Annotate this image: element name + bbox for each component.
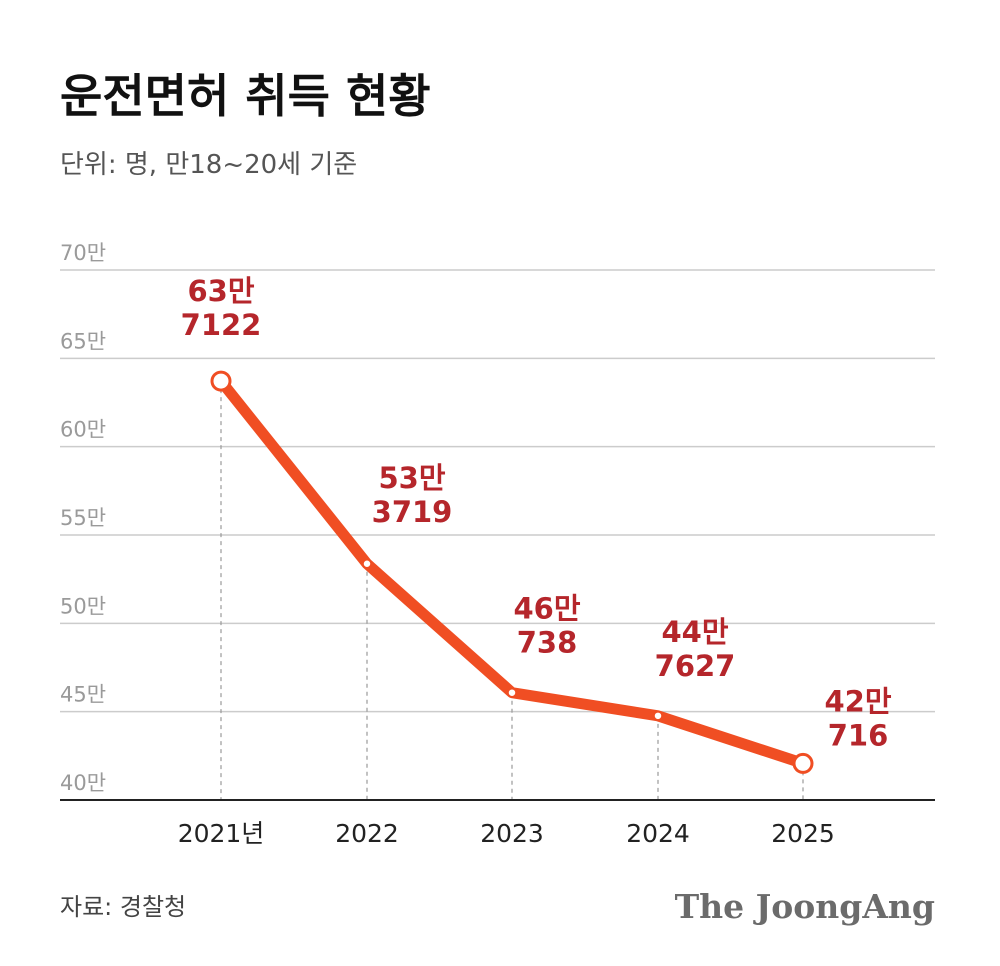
x-tick-label: 2025 [771, 819, 835, 848]
data-label: 63만 [187, 274, 254, 308]
data-label: 7627 [655, 649, 736, 683]
brand-logo: The JoongAng [675, 887, 935, 926]
x-tick-label: 2022 [335, 819, 399, 848]
x-axis: 2021년 2022 2023 2024 2025 [60, 799, 935, 848]
y-tick-label: 55만 [60, 506, 106, 530]
data-label: 44만 [661, 615, 728, 649]
data-label: 7122 [181, 308, 262, 342]
series [210, 370, 814, 774]
series-line [215, 375, 809, 769]
y-tick-label: 40만 [60, 771, 106, 795]
chart-title: 운전면허 취득 현황 [60, 69, 431, 123]
data-label: 3719 [372, 495, 453, 529]
data-label: 53만 [378, 461, 445, 495]
data-label: 46만 [513, 592, 580, 626]
chart-subtitle: 단위: 명, 만18~20세 기준 [60, 150, 357, 180]
y-tick-label: 60만 [60, 418, 106, 442]
data-label: 716 [828, 718, 889, 752]
x-tick-label: 2021년 [178, 819, 265, 848]
data-label: 738 [517, 626, 578, 660]
data-point [653, 711, 663, 721]
y-tick-label: 65만 [60, 329, 106, 353]
x-tick-label: 2024 [626, 819, 690, 848]
x-tick-label: 2023 [480, 819, 544, 848]
guide-lines [220, 381, 804, 800]
y-tick-label: 50만 [60, 594, 106, 618]
y-tick-label: 45만 [60, 683, 106, 707]
data-point [792, 752, 814, 774]
grid [60, 269, 935, 713]
source-note: 자료: 경찰청 [60, 893, 186, 921]
data-point [362, 559, 372, 569]
y-axis-ticks: 40만 45만 50만 55만 60만 65만 70만 [60, 241, 106, 795]
y-tick-label: 70만 [60, 241, 106, 265]
data-label: 42만 [824, 684, 891, 718]
data-point [210, 370, 232, 392]
data-point [507, 687, 517, 698]
